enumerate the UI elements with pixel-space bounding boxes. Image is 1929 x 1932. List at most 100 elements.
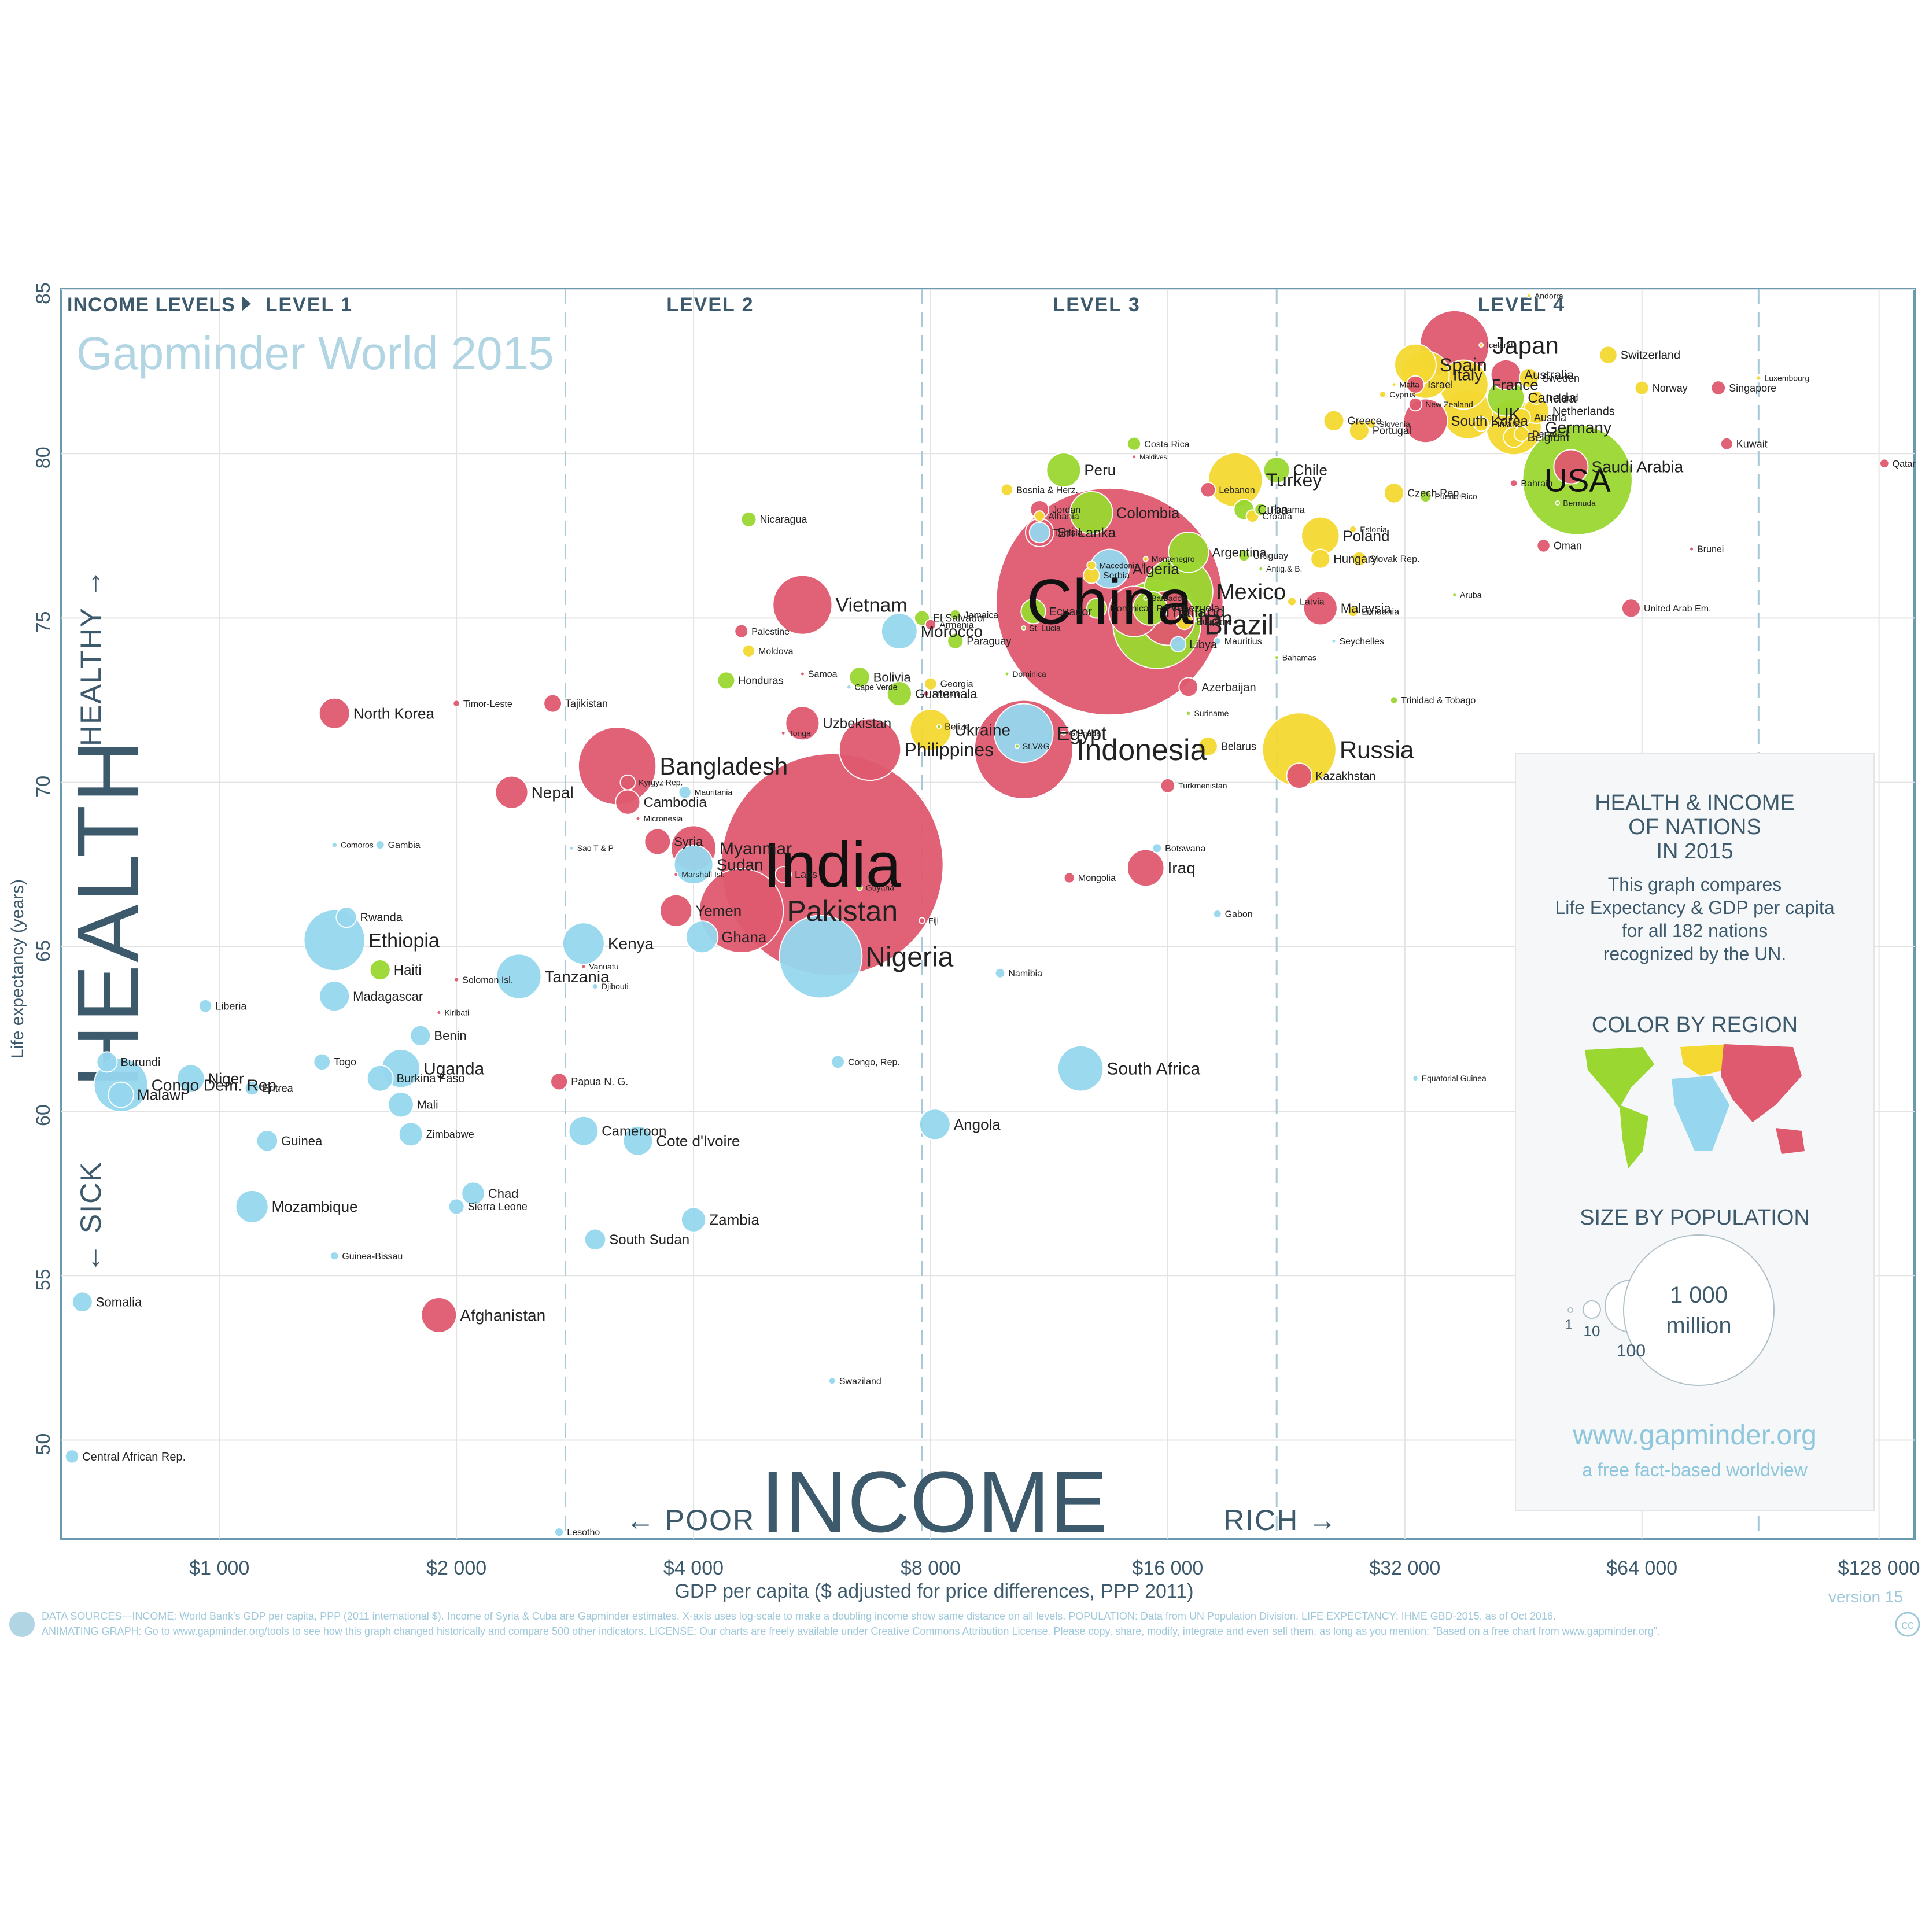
country-bubble <box>849 666 871 688</box>
y-tick-label: 80 <box>32 447 54 469</box>
country-label: Equatorial Guinea <box>1422 1074 1487 1083</box>
country-label: Tonga <box>789 728 811 738</box>
country-label: Burundi <box>121 1056 161 1069</box>
country-bubble <box>699 868 784 953</box>
country-label: Sao T & P <box>577 843 614 853</box>
country-bubble <box>1689 546 1695 552</box>
country-bubble <box>1406 375 1425 394</box>
info-heading-line: OF NATIONS <box>1628 815 1761 839</box>
country-label: Nepal <box>532 783 574 801</box>
country-label: Sweden <box>1542 373 1580 384</box>
country-bubble <box>569 845 574 851</box>
country-bubble <box>1000 483 1014 497</box>
y-tick-label: 75 <box>32 611 54 633</box>
country-bubble <box>198 998 213 1013</box>
country-bubble <box>1303 591 1338 626</box>
country-label: Iran <box>1198 607 1233 629</box>
country-bubble <box>235 1189 269 1223</box>
country-bubble <box>1274 655 1279 661</box>
country-label: Eritrea <box>263 1083 294 1094</box>
country-bubble <box>909 709 952 751</box>
country-label: Mexico <box>1216 580 1286 604</box>
country-bubble <box>780 730 786 736</box>
country-label: Botswana <box>1165 844 1205 854</box>
country-bubble <box>366 1064 394 1092</box>
country-bubble <box>1391 382 1397 388</box>
country-label: Angola <box>954 1116 1001 1133</box>
country-label: Trinidad & Tobago <box>1401 696 1476 706</box>
country-bubble <box>1086 560 1097 571</box>
country-label: Cuba <box>1257 503 1288 517</box>
country-bubble <box>331 841 338 849</box>
country-bubble <box>1208 452 1263 508</box>
country-label: Zimbabwe <box>426 1129 474 1140</box>
country-bubble <box>644 828 672 856</box>
country-label: Azerbaijan <box>1201 681 1256 694</box>
country-bubble <box>622 1125 654 1156</box>
country-bubble <box>1004 671 1010 677</box>
country-bubble <box>1028 522 1050 544</box>
country-bubble <box>685 920 719 954</box>
country-bubble <box>1323 410 1345 432</box>
country-bubble <box>1175 612 1193 631</box>
country-bubble <box>924 618 937 631</box>
country-bubble <box>550 1072 569 1091</box>
country-label: Slovak Rep. <box>1370 555 1419 565</box>
country-bubble <box>1383 482 1405 504</box>
country-bubble <box>680 1207 707 1233</box>
country-bubble <box>1526 293 1532 298</box>
country-bubble <box>1152 843 1163 854</box>
country-bubble <box>1014 743 1020 749</box>
country-label: Denmark <box>1532 430 1570 440</box>
country-bubble <box>453 976 460 983</box>
size-legend-label: 100 <box>1617 1341 1646 1360</box>
country-bubble <box>375 840 385 850</box>
country-label: Mauritania <box>695 788 733 797</box>
country-bubble <box>924 677 938 691</box>
country-bubble <box>1263 456 1290 484</box>
y-tick-label: 70 <box>32 776 54 798</box>
country-label: Guyana <box>866 883 894 892</box>
country-bubble <box>1349 525 1358 533</box>
x-tick-label: $64 000 <box>1606 1557 1677 1579</box>
country-label: Brunei <box>1697 545 1724 555</box>
country-bubble <box>568 1115 599 1146</box>
size-legend-label: 10 <box>1584 1322 1600 1340</box>
country-label: Belarus <box>1221 740 1256 752</box>
country-label: Malta <box>1400 380 1419 389</box>
country-label: Malaysia <box>1341 601 1392 615</box>
country-label: Ireland <box>1547 392 1578 404</box>
y-tick-label: 65 <box>32 940 54 962</box>
country-bubble <box>562 922 605 965</box>
country-label: Puerto Rico <box>1435 492 1477 501</box>
country-label: Macedonia F. <box>1100 561 1148 570</box>
y-tick-label: 50 <box>32 1433 54 1455</box>
country-label: UK <box>1496 405 1521 425</box>
country-label: Bulgaria <box>1196 617 1230 627</box>
country-bubble <box>615 789 641 815</box>
country-label: Solomon Isl. <box>462 975 513 985</box>
country-bubble <box>176 1064 205 1093</box>
country-label: Sudan <box>717 856 764 874</box>
country-label: Congo, Rep. <box>848 1057 900 1067</box>
country-bubble <box>1258 566 1264 572</box>
world-map-icon <box>1585 1044 1805 1168</box>
country-label: Egypt <box>1057 722 1107 744</box>
country-bubble <box>772 574 833 635</box>
country-label: Georgia <box>940 680 973 690</box>
country-label: Uganda <box>423 1060 484 1079</box>
country-bubble <box>856 884 863 891</box>
country-label: Kiribati <box>444 1008 469 1017</box>
income-axis-word: INCOME <box>761 1453 1108 1550</box>
country-label: Togo <box>334 1056 356 1068</box>
country-bubble <box>1034 510 1046 522</box>
country-bubble <box>740 511 757 528</box>
country-label: New Zealand <box>1425 400 1473 409</box>
country-label: Kyrgyz Rep. <box>639 778 683 787</box>
country-bubble <box>108 1081 134 1108</box>
country-label: North Korea <box>353 705 435 722</box>
country-label: Tunisia <box>1053 528 1083 538</box>
country-bubble <box>96 1051 118 1073</box>
country-bubble <box>1069 491 1113 535</box>
country-label: Seychelles <box>1340 637 1384 647</box>
